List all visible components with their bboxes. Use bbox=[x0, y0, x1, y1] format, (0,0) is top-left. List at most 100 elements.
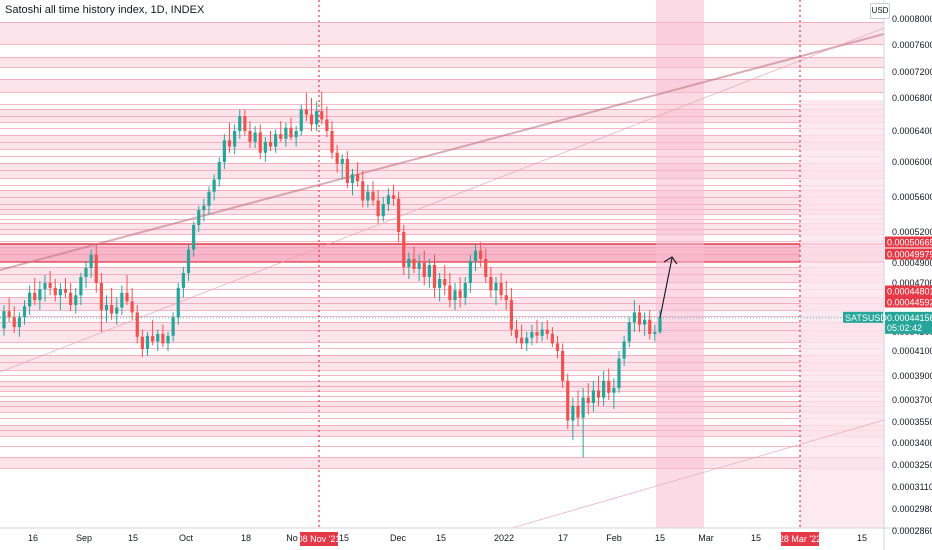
candle-body bbox=[104, 305, 109, 310]
trendline-main bbox=[0, 33, 885, 271]
candle-body bbox=[140, 336, 144, 350]
key-zone bbox=[0, 244, 884, 262]
price-tag: 0.00049979 bbox=[885, 248, 932, 260]
y-tick-label: 0.00037000 bbox=[892, 395, 932, 405]
candle-body bbox=[258, 132, 262, 153]
price-tag-text: 0.00050665 bbox=[887, 238, 932, 248]
candle-body bbox=[627, 322, 631, 342]
zone-band bbox=[0, 22, 884, 44]
candle-body bbox=[391, 195, 396, 199]
candle-body bbox=[161, 333, 165, 344]
x-tick-label: Sep bbox=[76, 533, 92, 543]
price-tag-bg bbox=[885, 248, 932, 260]
candle-body bbox=[130, 301, 134, 313]
currency-button[interactable]: USD bbox=[870, 3, 890, 19]
date-tag-bg bbox=[781, 532, 819, 546]
candle-body bbox=[309, 114, 314, 125]
candle-body bbox=[586, 397, 590, 403]
y-tick-label: 0.00029800 bbox=[892, 504, 932, 514]
symbol-tag-bg bbox=[843, 311, 883, 323]
symbol-tag: SATSUSD bbox=[845, 313, 887, 323]
candle-body bbox=[571, 405, 575, 421]
candle-body bbox=[407, 258, 411, 267]
candle-body bbox=[658, 317, 662, 332]
candle-body bbox=[417, 263, 421, 269]
y-tick-label: 0.00068000 bbox=[892, 93, 932, 103]
candle-body bbox=[299, 109, 303, 131]
candle-body bbox=[427, 265, 431, 277]
candle-body bbox=[448, 285, 452, 301]
candle-body bbox=[304, 109, 308, 115]
candle-body bbox=[12, 317, 16, 328]
candle-body bbox=[381, 204, 385, 217]
candle-body bbox=[499, 283, 503, 296]
candle-body bbox=[212, 179, 216, 192]
y-tick-label: 0.00028600 bbox=[892, 526, 932, 536]
date-tag-bg bbox=[300, 532, 338, 546]
zone-band bbox=[0, 381, 884, 391]
y-tick-label: 0.00035500 bbox=[892, 417, 932, 427]
candle-body bbox=[284, 127, 288, 139]
candle-body bbox=[479, 250, 483, 259]
candle-body bbox=[135, 312, 139, 337]
last-price-bg bbox=[885, 311, 932, 334]
candle-body bbox=[115, 307, 119, 314]
candle-body bbox=[145, 335, 150, 350]
price-tag: 0.00044801 bbox=[885, 285, 932, 297]
candle-body bbox=[458, 290, 462, 298]
date-tag: 08 Nov '21 bbox=[298, 532, 340, 546]
price-tag-text: 0.00049979 bbox=[887, 250, 932, 260]
candle-body bbox=[612, 388, 616, 393]
y-tick-label: 0.00032500 bbox=[892, 460, 932, 470]
y-tick-label: 0.00034000 bbox=[892, 438, 932, 448]
candle-body bbox=[335, 152, 339, 164]
level-lines bbox=[0, 22, 884, 469]
candle-body bbox=[653, 332, 657, 334]
candle-body bbox=[268, 141, 273, 147]
candle-body bbox=[207, 191, 211, 206]
y-tick-label: 0.00052000 bbox=[892, 227, 932, 237]
price-tag-text: 0.00044801 bbox=[887, 287, 932, 297]
candle-body bbox=[53, 287, 57, 296]
candle-body bbox=[622, 341, 626, 359]
zone-band bbox=[0, 457, 884, 468]
x-tick-label: 17 bbox=[558, 533, 568, 543]
candle-body bbox=[602, 380, 606, 398]
price-tag-bg bbox=[885, 236, 932, 248]
y-tick-label: 0.00076000 bbox=[892, 40, 932, 50]
x-tick-label: 15 bbox=[436, 533, 446, 543]
price-tag: 0.00044592 bbox=[885, 296, 932, 308]
price-tag: 0.00050665 bbox=[885, 236, 932, 248]
zone-band bbox=[0, 109, 884, 122]
zone-band bbox=[0, 322, 884, 342]
zone-band bbox=[0, 79, 884, 92]
candle-body bbox=[617, 358, 621, 388]
candle-body bbox=[58, 289, 62, 296]
candle-body bbox=[289, 127, 293, 138]
chart-title: Satoshi all time history index, 1D, INDE… bbox=[5, 4, 205, 16]
candle-body bbox=[222, 140, 226, 162]
candle-body bbox=[48, 283, 52, 288]
candle-body bbox=[79, 277, 83, 296]
candle-body bbox=[340, 158, 344, 164]
x-tick-label: 15 bbox=[339, 533, 349, 543]
y-tick-label: 0.00064000 bbox=[892, 126, 932, 136]
y-tick-label: 0.00080000 bbox=[892, 14, 932, 24]
x-tick-label: Dec bbox=[390, 533, 407, 543]
candle-body bbox=[238, 116, 242, 131]
candle-body bbox=[33, 292, 37, 301]
date-tag-text: 28 Mar '22 bbox=[779, 534, 821, 544]
candle-body bbox=[545, 329, 549, 334]
x-tick-label: 2022 bbox=[494, 533, 514, 543]
y-tick-label: 0.00039000 bbox=[892, 371, 932, 381]
candle-body bbox=[217, 162, 221, 180]
candle-body bbox=[443, 279, 447, 286]
candle-body bbox=[94, 254, 98, 283]
candle-body bbox=[192, 225, 196, 250]
x-tick-label: 15 bbox=[128, 533, 138, 543]
y-axis-area[interactable] bbox=[884, 0, 932, 550]
x-axis-area[interactable] bbox=[0, 528, 932, 550]
candle-body bbox=[274, 134, 278, 147]
